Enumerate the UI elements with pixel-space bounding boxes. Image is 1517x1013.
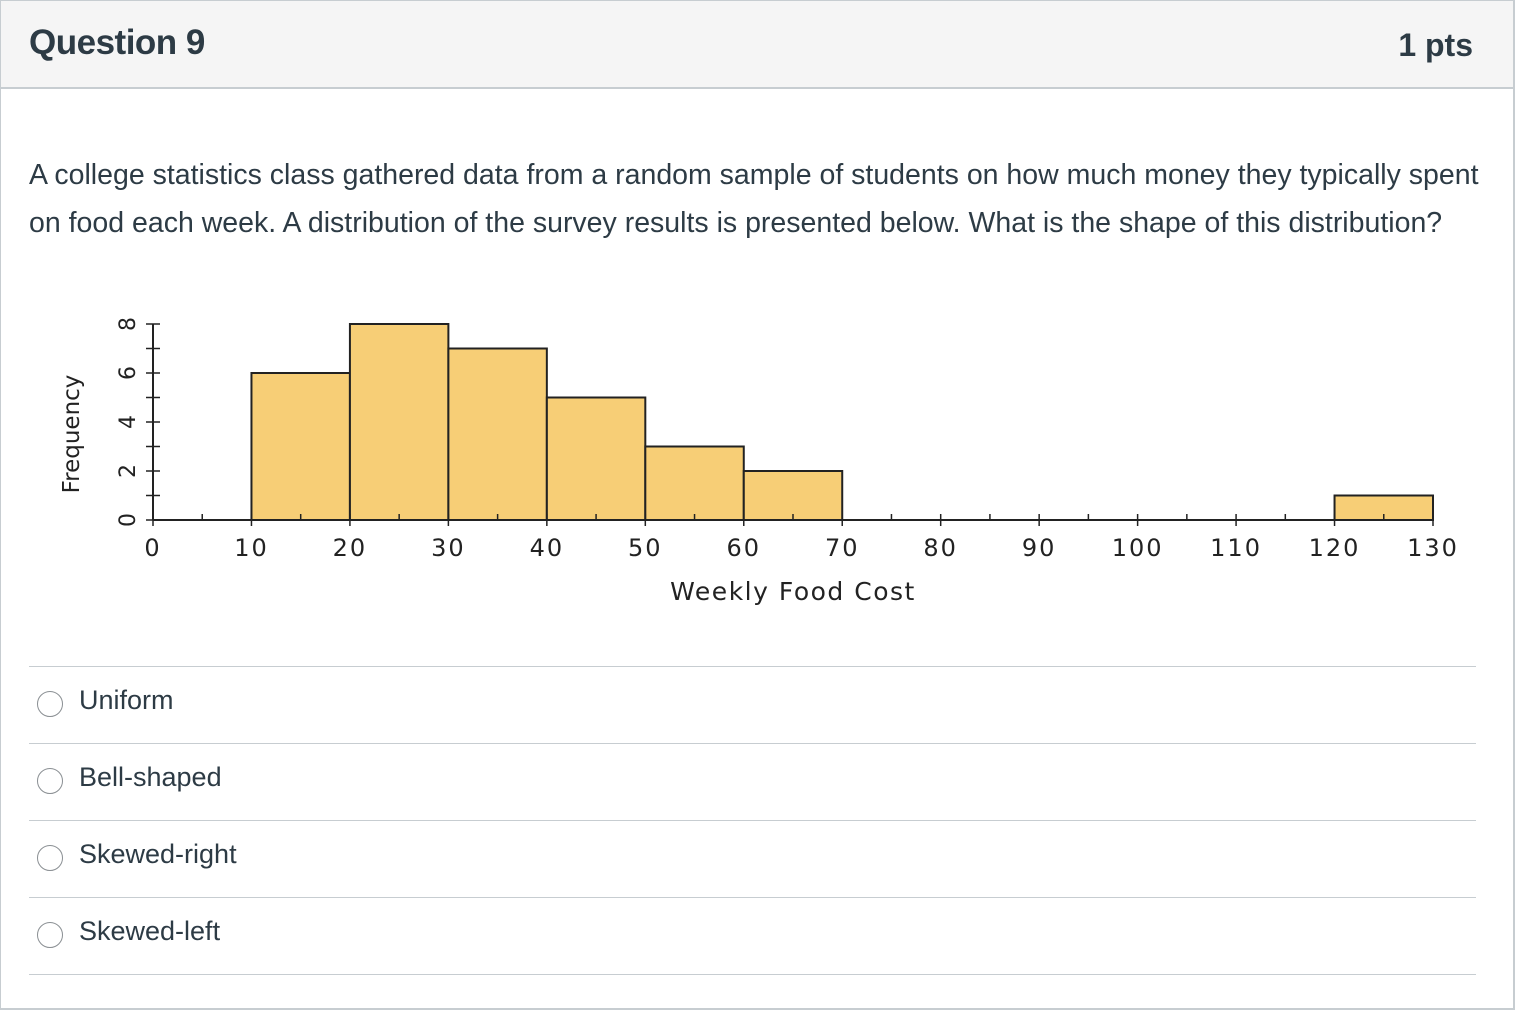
question-title: Question 9 — [29, 23, 205, 62]
y-tick-label: 2 — [116, 464, 141, 478]
x-axis-label: Weekly Food Cost — [670, 577, 916, 606]
x-tick-label: 50 — [628, 534, 663, 562]
x-tick-label: 0 — [144, 534, 161, 562]
y-tick-label: 4 — [116, 415, 141, 429]
x-tick-label: 60 — [726, 534, 761, 562]
answer-label: Bell-shaped — [79, 762, 222, 792]
answer-option-skewed-left[interactable]: Skewed-left — [29, 897, 1476, 975]
x-tick-label: 20 — [333, 534, 368, 562]
radio-button[interactable] — [37, 845, 63, 871]
y-axis-label-group: Frequency — [59, 375, 85, 494]
histogram-svg: 0 10 20 30 40 50 60 70 80 90 100 110 120 130 0 2 4 6 8 Week… — [59, 317, 1459, 606]
histogram-bar — [644, 445, 745, 521]
histogram-bar — [348, 323, 450, 521]
y-axis-label: Frequency — [59, 375, 85, 494]
y-tick-label: 8 — [116, 317, 141, 331]
x-tick-label: 30 — [431, 534, 466, 562]
x-tick-label: 110 — [1210, 534, 1262, 562]
y-tick-label-group: 8 — [116, 317, 141, 331]
answer-list: Uniform Bell-shaped Skewed-right Skewed-… — [29, 666, 1476, 975]
x-tick-label: 130 — [1407, 534, 1459, 562]
histogram-bar — [742, 470, 844, 521]
question-header: Question 9 1 pts — [1, 1, 1513, 89]
histogram-bar — [250, 372, 351, 521]
answer-option-uniform[interactable]: Uniform — [29, 666, 1476, 743]
histogram-chart: 0 10 20 30 40 50 60 70 80 90 100 110 120 130 0 2 4 6 8 Week… — [41, 306, 1481, 611]
radio-button[interactable] — [37, 691, 63, 717]
x-tick-label: 40 — [530, 534, 565, 562]
y-tick-label: 0 — [116, 513, 141, 527]
x-tick-label: 10 — [234, 534, 269, 562]
answer-option-bell-shaped[interactable]: Bell-shaped — [29, 743, 1476, 820]
answer-label: Uniform — [79, 685, 174, 715]
x-tick-label: 80 — [923, 534, 958, 562]
histogram-bar — [447, 347, 548, 521]
histogram-bar — [545, 396, 647, 521]
y-tick-label-group: 4 — [116, 415, 141, 429]
question-text: A college statistics class gathered data… — [29, 159, 1479, 239]
answer-label: Skewed-left — [79, 916, 221, 946]
y-tick-label-group: 0 — [116, 513, 141, 527]
question-points: 1 pts — [1398, 27, 1473, 63]
x-tick-label: 100 — [1112, 534, 1164, 562]
radio-button[interactable] — [37, 768, 63, 794]
y-tick-label-group: 6 — [116, 366, 141, 380]
x-tick-label: 90 — [1022, 534, 1057, 562]
x-tick-label: 70 — [825, 534, 860, 562]
answer-label: Skewed-right — [79, 839, 237, 869]
radio-button[interactable] — [37, 922, 63, 948]
y-tick-label-group: 2 — [116, 464, 141, 478]
y-tick-label: 6 — [116, 366, 141, 380]
answer-option-skewed-right[interactable]: Skewed-right — [29, 820, 1476, 897]
x-tick-label: 120 — [1309, 534, 1361, 562]
